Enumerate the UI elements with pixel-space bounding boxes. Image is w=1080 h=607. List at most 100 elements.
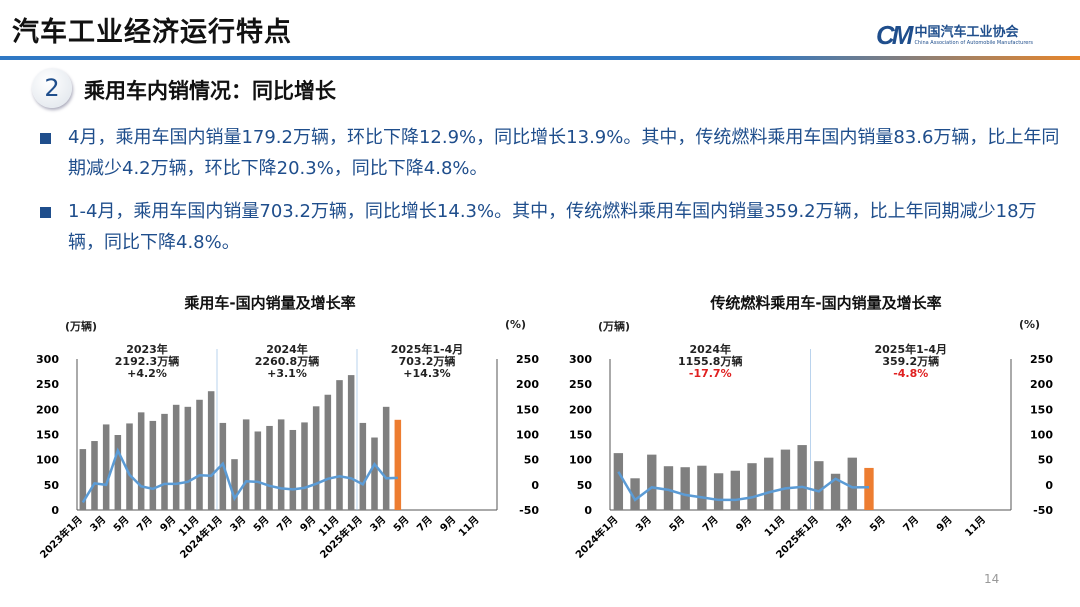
x-tick-label: 9月 xyxy=(934,514,954,534)
section-number-badge: 2 xyxy=(32,68,72,108)
logo-mark: CM xyxy=(876,20,913,50)
bar xyxy=(359,422,367,510)
y2-tick-label: 0 xyxy=(1045,479,1053,492)
x-tick-label: 9月 xyxy=(734,514,754,534)
bar xyxy=(91,441,98,510)
bar xyxy=(394,419,402,510)
y-tick-label: 200 xyxy=(569,403,592,416)
y-tick-label: 0 xyxy=(51,504,59,517)
section-heading: 乘用车内销情况：同比增长 xyxy=(84,79,336,103)
y2-tick-label: -50 xyxy=(1033,504,1053,517)
y2-tick-label: 150 xyxy=(516,403,539,416)
x-tick-label: 9月 xyxy=(158,514,178,534)
header-divider xyxy=(0,56,1080,60)
bar xyxy=(663,466,674,510)
bar xyxy=(764,457,774,510)
bar xyxy=(277,419,285,510)
y-tick-label: 150 xyxy=(36,429,59,442)
x-tick-label: 5月 xyxy=(667,514,687,534)
y-tick-label: 200 xyxy=(36,403,59,416)
y2-tick-label: -50 xyxy=(519,504,539,517)
bar xyxy=(814,461,824,510)
x-tick-label: 11月 xyxy=(762,514,787,539)
bar xyxy=(79,449,87,510)
bar xyxy=(161,413,168,510)
annotation-text: 1155.8万辆 xyxy=(678,354,742,368)
y-tick-label: 50 xyxy=(44,479,60,492)
page-title: 汽车工业经济运行特点 xyxy=(12,17,292,48)
y-axis-label: (万辆) xyxy=(598,319,630,333)
x-tick-label: 2024年1月 xyxy=(573,513,621,561)
y2-tick-label: 50 xyxy=(1038,454,1054,467)
logo-en: China Association of Automobile Manufact… xyxy=(914,39,1034,46)
x-tick-label: 9月 xyxy=(298,514,318,534)
bar xyxy=(747,463,757,510)
annotation-text: 359.2万辆 xyxy=(882,354,939,368)
x-tick-label: 7月 xyxy=(414,514,434,534)
y-axis-label: (万辆) xyxy=(65,319,97,333)
chart-title: 传统燃料乘用车-国内销量及增长率 xyxy=(709,294,941,312)
x-tick-label: 2023年1月 xyxy=(37,513,85,561)
bar xyxy=(266,425,273,510)
annotation-text: 2260.8万辆 xyxy=(255,354,319,368)
y-tick-label: 300 xyxy=(36,353,59,366)
y2-axis-label: (%) xyxy=(1019,318,1040,331)
bullet-square-icon xyxy=(40,133,51,144)
x-tick-label: 3月 xyxy=(633,514,653,534)
annotation-text: 2025年1-4月 xyxy=(875,342,948,356)
y-tick-label: 250 xyxy=(569,378,592,391)
bar xyxy=(697,465,707,510)
x-tick-label: 5月 xyxy=(111,514,131,534)
bar xyxy=(797,445,807,510)
y2-tick-label: 50 xyxy=(524,454,540,467)
y-tick-label: 250 xyxy=(36,378,59,391)
annotation-text: 2024年 xyxy=(266,342,308,356)
y2-tick-label: 250 xyxy=(1030,353,1053,366)
y2-tick-label: 200 xyxy=(1030,378,1053,391)
y-tick-label: 300 xyxy=(569,353,592,366)
bar xyxy=(149,420,157,510)
y-tick-label: 100 xyxy=(569,454,592,467)
y2-tick-label: 250 xyxy=(516,353,539,366)
x-tick-label: 3月 xyxy=(834,514,854,534)
bar xyxy=(301,422,308,510)
bullet-square-icon xyxy=(40,207,51,218)
x-tick-label: 3月 xyxy=(88,514,108,534)
annotation-text: +3.1% xyxy=(267,367,307,380)
y2-tick-label: 150 xyxy=(1030,403,1053,416)
y2-axis-label: (%) xyxy=(505,318,526,331)
bar xyxy=(172,404,180,510)
x-tick-label: 11月 xyxy=(963,514,988,539)
bar xyxy=(137,412,145,510)
annotation-text: -17.7% xyxy=(689,367,732,380)
caam-logo: CM 中国汽车工业协会 China Association of Automob… xyxy=(876,20,1033,51)
annotation-text: -4.8% xyxy=(893,367,928,380)
logo-cn: 中国汽车工业协会 xyxy=(914,24,1019,40)
x-tick-label: 9月 xyxy=(438,514,458,534)
bar xyxy=(336,380,343,510)
bar xyxy=(630,478,640,510)
bar xyxy=(371,437,378,510)
bar xyxy=(312,406,320,510)
y2-tick-label: 200 xyxy=(516,378,539,391)
bar xyxy=(647,454,657,510)
x-tick-label: 3月 xyxy=(228,514,248,534)
bar xyxy=(102,424,110,510)
x-tick-label: 5月 xyxy=(251,514,271,534)
bar xyxy=(713,473,724,510)
x-tick-label: 5月 xyxy=(867,514,887,534)
bullet-item: 4月，乘用车国内销量179.2万辆，环比下降12.9%，同比增长13.9%。其中… xyxy=(40,122,1070,184)
bar xyxy=(126,423,133,510)
bar xyxy=(864,467,874,510)
bar xyxy=(730,470,740,510)
bar xyxy=(830,473,841,510)
x-tick-label: 7月 xyxy=(700,514,720,534)
y2-tick-label: 100 xyxy=(516,429,539,442)
growth-line xyxy=(617,471,869,502)
bar xyxy=(347,375,355,510)
y-tick-label: 50 xyxy=(577,479,593,492)
annotation-text: 2023年 xyxy=(126,342,168,356)
bar xyxy=(289,429,297,510)
bar xyxy=(613,453,624,510)
chart-title: 乘用车-国内销量及增长率 xyxy=(183,294,355,312)
